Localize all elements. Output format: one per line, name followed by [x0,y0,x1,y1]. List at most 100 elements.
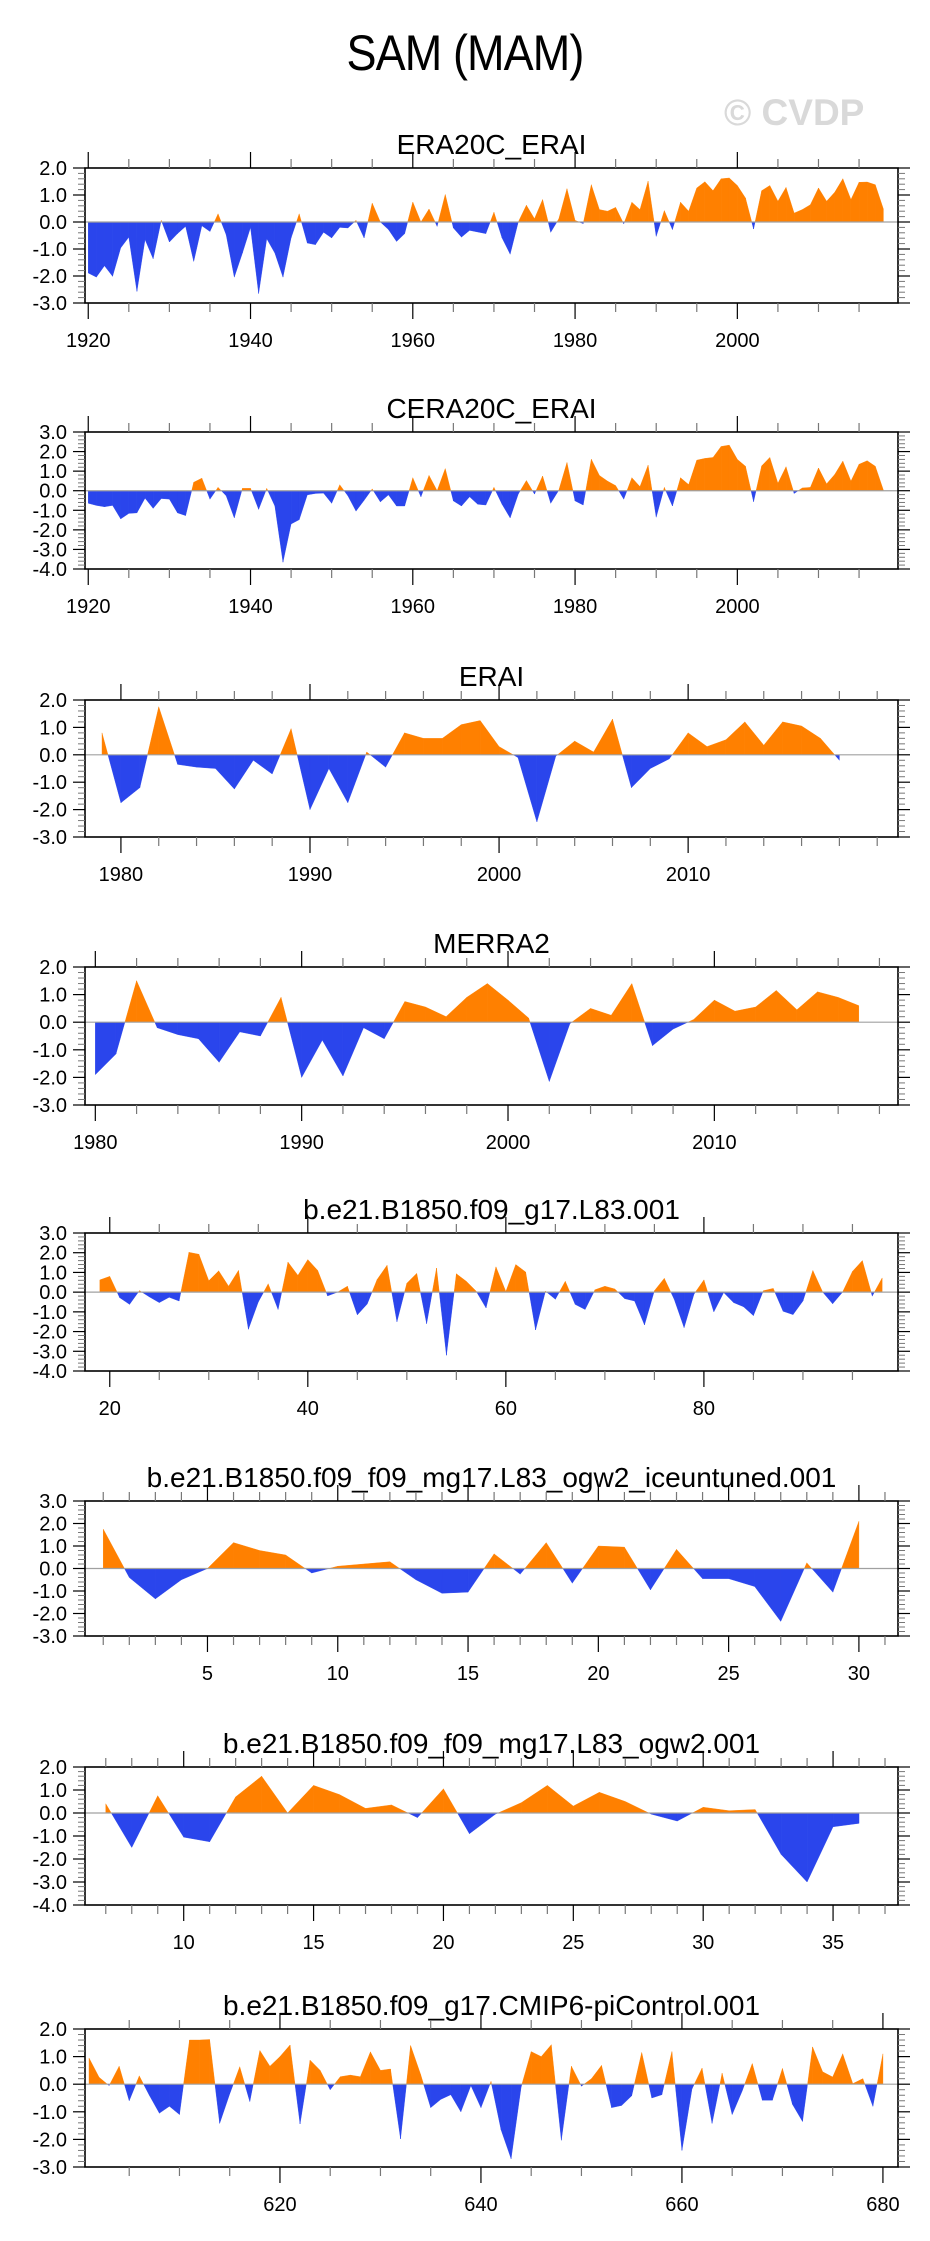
negative-area [434,221,438,227]
positive-area [834,178,844,223]
positive-area [487,983,509,1023]
negative-area [426,1291,433,1324]
negative-area [355,490,365,512]
negative-area [780,1812,808,1883]
negative-area [469,1812,496,1835]
positive-area [558,1281,566,1293]
positive-area [483,1553,495,1569]
negative-area [834,754,840,761]
positive-area [515,1264,526,1293]
negative-area [234,754,254,790]
positive-area [875,184,884,223]
negative-area [178,1291,182,1302]
positive-area [671,2051,676,2085]
negative-area [751,221,754,230]
negative-area [206,490,211,500]
positive-area [422,475,430,491]
chart-panel-2: CERA20C_ERAI -4.0-3.0-2.0-1.00.01.02.03.0… [33,393,910,618]
negative-area [561,2084,570,2141]
positive-area [336,484,340,491]
y-tick-label: -2.0 [33,1849,67,1871]
negative-area [683,1291,695,1328]
positive-area [263,1283,269,1293]
positive-area [702,1807,730,1814]
negative-area [469,490,478,505]
y-tick-label: 1.0 [39,1262,67,1284]
positive-area [591,184,600,223]
negative-area [634,1291,645,1325]
positive-area [386,1265,392,1293]
positive-area [505,1264,516,1293]
positive-area [436,1268,440,1293]
positive-area [412,201,422,223]
positive-area [535,475,543,491]
positive-area [370,2051,381,2085]
positive-area [479,719,500,755]
positive-area [135,2075,140,2085]
positive-area [556,740,575,755]
negative-area [670,1291,675,1300]
negative-area [129,2084,137,2101]
negative-area [453,221,462,238]
positive-area [267,997,282,1023]
positive-area [189,2039,200,2085]
positive-area [818,467,827,491]
negative-area [555,1291,560,1300]
negative-area [267,490,276,507]
y-tick-label: -2.0 [33,2129,67,2151]
chart-panel-6: b.e21.B1850.f09_f09_mg17.L83_ogw2_iceunt… [33,1462,910,1685]
negative-area [644,1022,653,1046]
plot-frame [84,699,899,838]
positive-area [777,466,787,491]
y-tick-label: 1.0 [39,1780,67,1802]
negative-area [672,490,678,507]
negative-area [637,1568,651,1591]
positive-area [199,2039,210,2085]
positive-area [136,980,156,1023]
negative-area [110,1812,132,1849]
positive-area [306,2060,311,2085]
negative-area [157,1022,179,1035]
positive-area [376,1264,388,1293]
y-tick-label: -1.0 [33,772,67,794]
positive-area [568,2066,572,2085]
positive-area [594,1285,606,1293]
x-tick-label: 1940 [228,596,273,618]
y-tick-label: -1.0 [33,500,67,522]
negative-area [605,2084,612,2108]
positive-area [876,2053,884,2085]
x-tick-label: 1920 [66,330,111,352]
negative-area [631,754,651,789]
negative-area [104,221,113,277]
negative-area [225,490,235,518]
positive-area [664,2051,673,2085]
positive-area [858,460,868,491]
negative-area [756,1812,782,1856]
y-tick-label: 0.0 [39,481,67,503]
positive-area [692,1806,704,1814]
positive-area [547,1784,574,1814]
negative-area [754,1568,781,1622]
negative-area [149,1291,160,1303]
positive-area [233,2066,240,2085]
y-tick-label: 1.0 [39,2047,67,2069]
positive-area [118,2066,125,2085]
negative-area [209,490,217,500]
positive-area [404,732,424,755]
y-tick-label: -4.0 [33,1361,67,1383]
negative-area [500,2084,512,2159]
negative-area [185,490,192,516]
positive-area [337,1563,365,1569]
negative-area [155,1568,182,1600]
negative-area [461,221,470,238]
positive-area [593,718,613,755]
positive-area [625,1801,649,1814]
positive-area [558,188,568,223]
negative-area [304,1568,312,1574]
x-tick-label: 1990 [279,1132,324,1154]
negative-area [536,754,556,822]
positive-area [88,2057,100,2085]
negative-area [501,221,511,255]
negative-area [529,1022,550,1082]
positive-area [607,207,616,223]
